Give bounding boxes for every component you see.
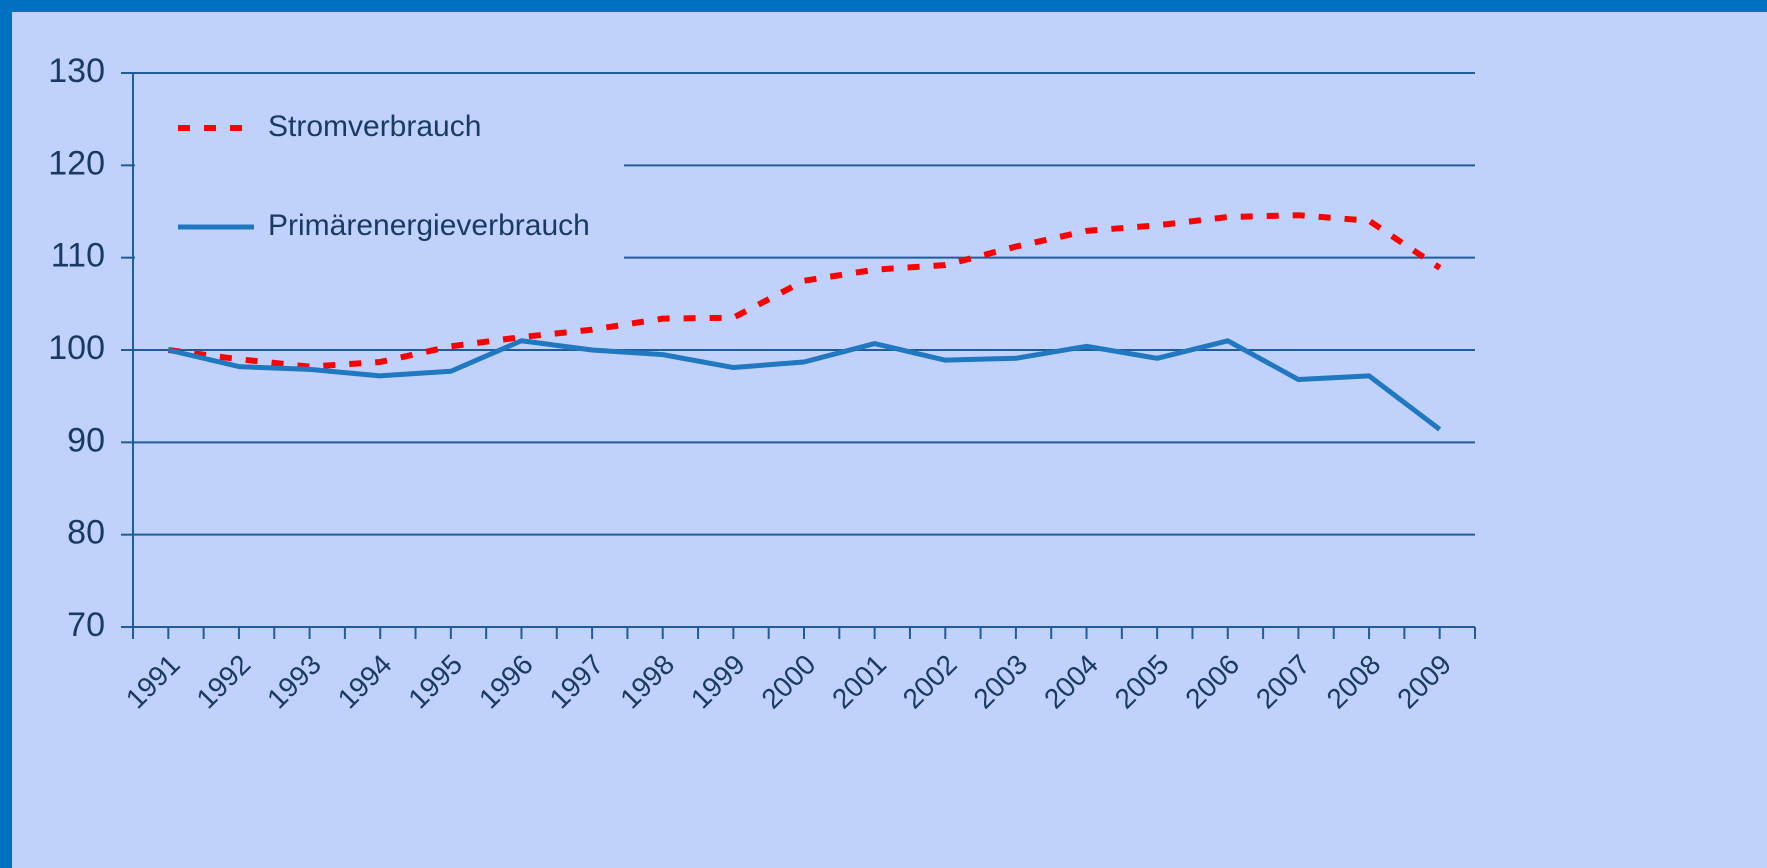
legend-label: Stromverbrauch [268,110,481,143]
y-tick-label: 110 [51,237,105,275]
y-tick-label: 100 [48,329,105,367]
y-tick-label: 90 [67,421,105,459]
y-tick-label: 120 [48,144,105,182]
y-tick-label: 70 [67,606,105,644]
series-line [167,212,1442,370]
series-line [167,338,1442,432]
y-tick-label: 130 [48,52,105,90]
legend-label: Primärenergieverbrauch [268,209,590,242]
y-tick-label: 80 [67,514,105,552]
legend-background [135,95,624,280]
